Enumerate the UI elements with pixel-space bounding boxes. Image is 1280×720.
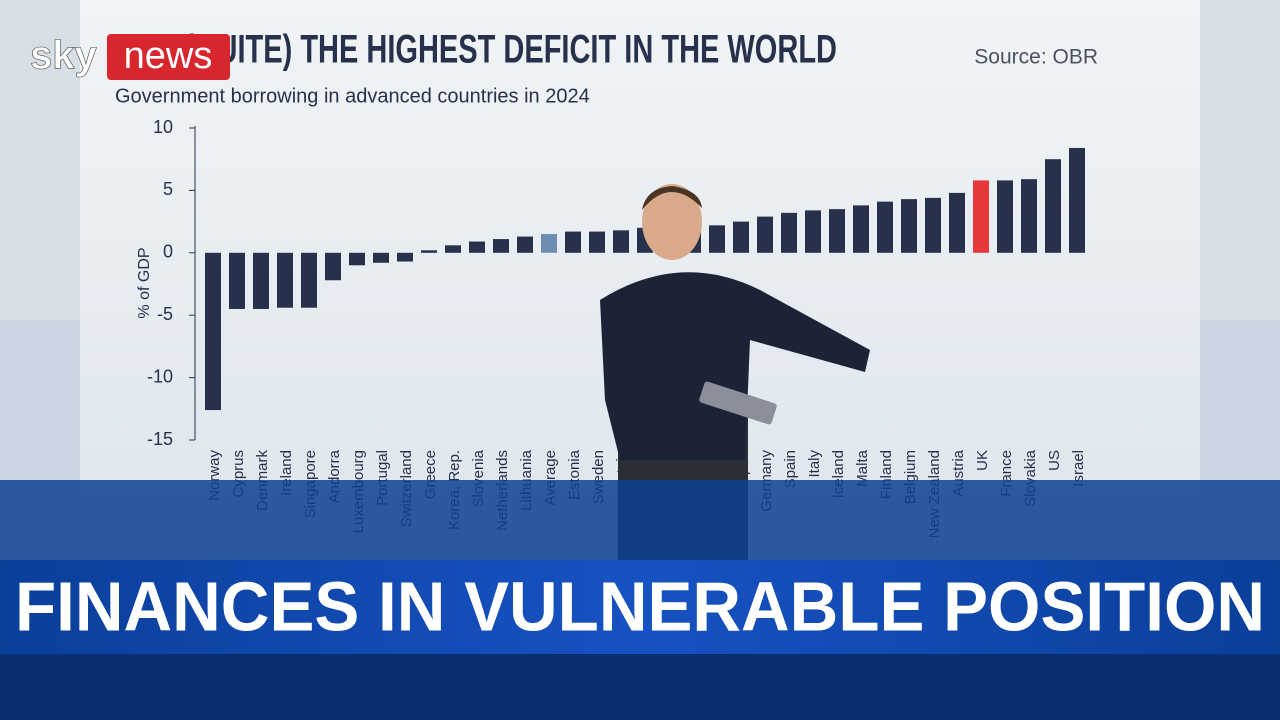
bar <box>1069 147 1085 253</box>
x-tick-label: US <box>1046 450 1063 471</box>
bar <box>997 180 1013 253</box>
y-tick-label: 0 <box>163 242 173 262</box>
tablet <box>699 381 777 425</box>
bar <box>277 252 293 308</box>
bar <box>1045 159 1061 253</box>
bar <box>1021 179 1037 253</box>
y-axis-label: % of GDP <box>136 247 153 318</box>
side-panel <box>0 320 80 480</box>
bar <box>733 221 749 253</box>
bar <box>325 252 341 281</box>
presenter-body <box>600 272 870 460</box>
bar <box>877 201 893 253</box>
y-tick-label: -5 <box>157 304 173 324</box>
lower-strip <box>0 480 1280 560</box>
x-tick-label: Israel <box>1070 450 1087 487</box>
x-tick-label: Spain <box>782 450 799 488</box>
bar <box>781 212 797 253</box>
side-panel <box>1200 320 1280 480</box>
bar <box>469 241 485 253</box>
bar <box>541 234 557 253</box>
chart-subtitle: Government borrowing in advanced countri… <box>115 85 590 107</box>
y-tick-label: 10 <box>153 117 173 137</box>
headline-band <box>0 560 1280 654</box>
bar <box>493 239 509 253</box>
source-note: Source: OBR <box>974 46 1098 69</box>
presenter-hair <box>642 186 702 210</box>
bar <box>301 252 317 308</box>
x-tick-label: Italy <box>806 450 823 478</box>
bottom-band <box>0 654 1280 720</box>
bar <box>925 197 941 253</box>
bar <box>973 180 989 253</box>
logo-box <box>107 34 230 80</box>
bar <box>901 199 917 253</box>
bar <box>397 252 413 262</box>
chart-title: NOT (QUITE) THE HIGHEST DEFICIT IN THE W… <box>115 28 837 72</box>
x-tick-label: UK <box>974 450 991 471</box>
bar <box>517 236 533 253</box>
x-tick-label: Malta <box>854 449 871 486</box>
presenter-head <box>642 184 702 260</box>
headline: FINANCES IN VULNERABLE POSITION <box>15 567 1265 645</box>
bar <box>205 252 221 411</box>
bar <box>565 231 581 253</box>
bar <box>709 225 725 253</box>
bar <box>805 210 821 253</box>
y-tick-label: -15 <box>147 429 173 449</box>
bar <box>949 192 965 253</box>
bar <box>349 252 365 266</box>
bar <box>253 252 269 309</box>
logo-sky: sky <box>30 34 97 78</box>
bar <box>589 231 605 253</box>
y-tick-label: -10 <box>147 366 173 386</box>
bar <box>445 245 461 253</box>
bar <box>373 252 389 263</box>
bar <box>853 205 869 253</box>
bar <box>421 250 437 253</box>
bar <box>757 216 773 253</box>
bar <box>829 209 845 253</box>
logo-news: news <box>124 35 213 77</box>
y-tick-label: 5 <box>163 179 173 199</box>
bar <box>229 252 245 309</box>
bar <box>613 230 629 253</box>
